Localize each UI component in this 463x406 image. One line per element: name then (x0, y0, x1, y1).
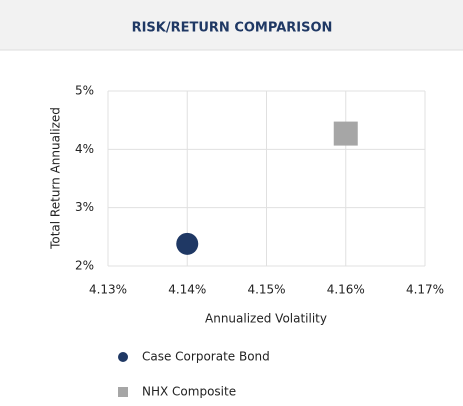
legend-marker (118, 352, 128, 362)
x-tick-label: 4.13% (89, 283, 127, 297)
x-tick-label: 4.15% (247, 283, 285, 297)
legend-label: NHX Composite (142, 385, 236, 399)
chart-title: RISK/RETURN COMPARISON (132, 21, 333, 36)
x-tick-label: 4.17% (406, 283, 444, 297)
y-axis-label: Total Return Annualized (49, 107, 63, 250)
legend-marker (118, 387, 128, 397)
legend-label: Case Corporate Bond (142, 350, 270, 364)
point (333, 121, 358, 146)
point (176, 232, 199, 255)
y-tick-label: 2% (75, 259, 94, 273)
x-axis-label: Annualized Volatility (205, 312, 327, 326)
x-tick-label: 4.16% (327, 283, 365, 297)
x-tick-label: 4.14% (168, 283, 206, 297)
y-tick-label: 3% (75, 200, 94, 214)
y-tick-label: 4% (75, 142, 94, 156)
header-band (0, 0, 463, 50)
y-tick-label: 5% (75, 84, 94, 98)
